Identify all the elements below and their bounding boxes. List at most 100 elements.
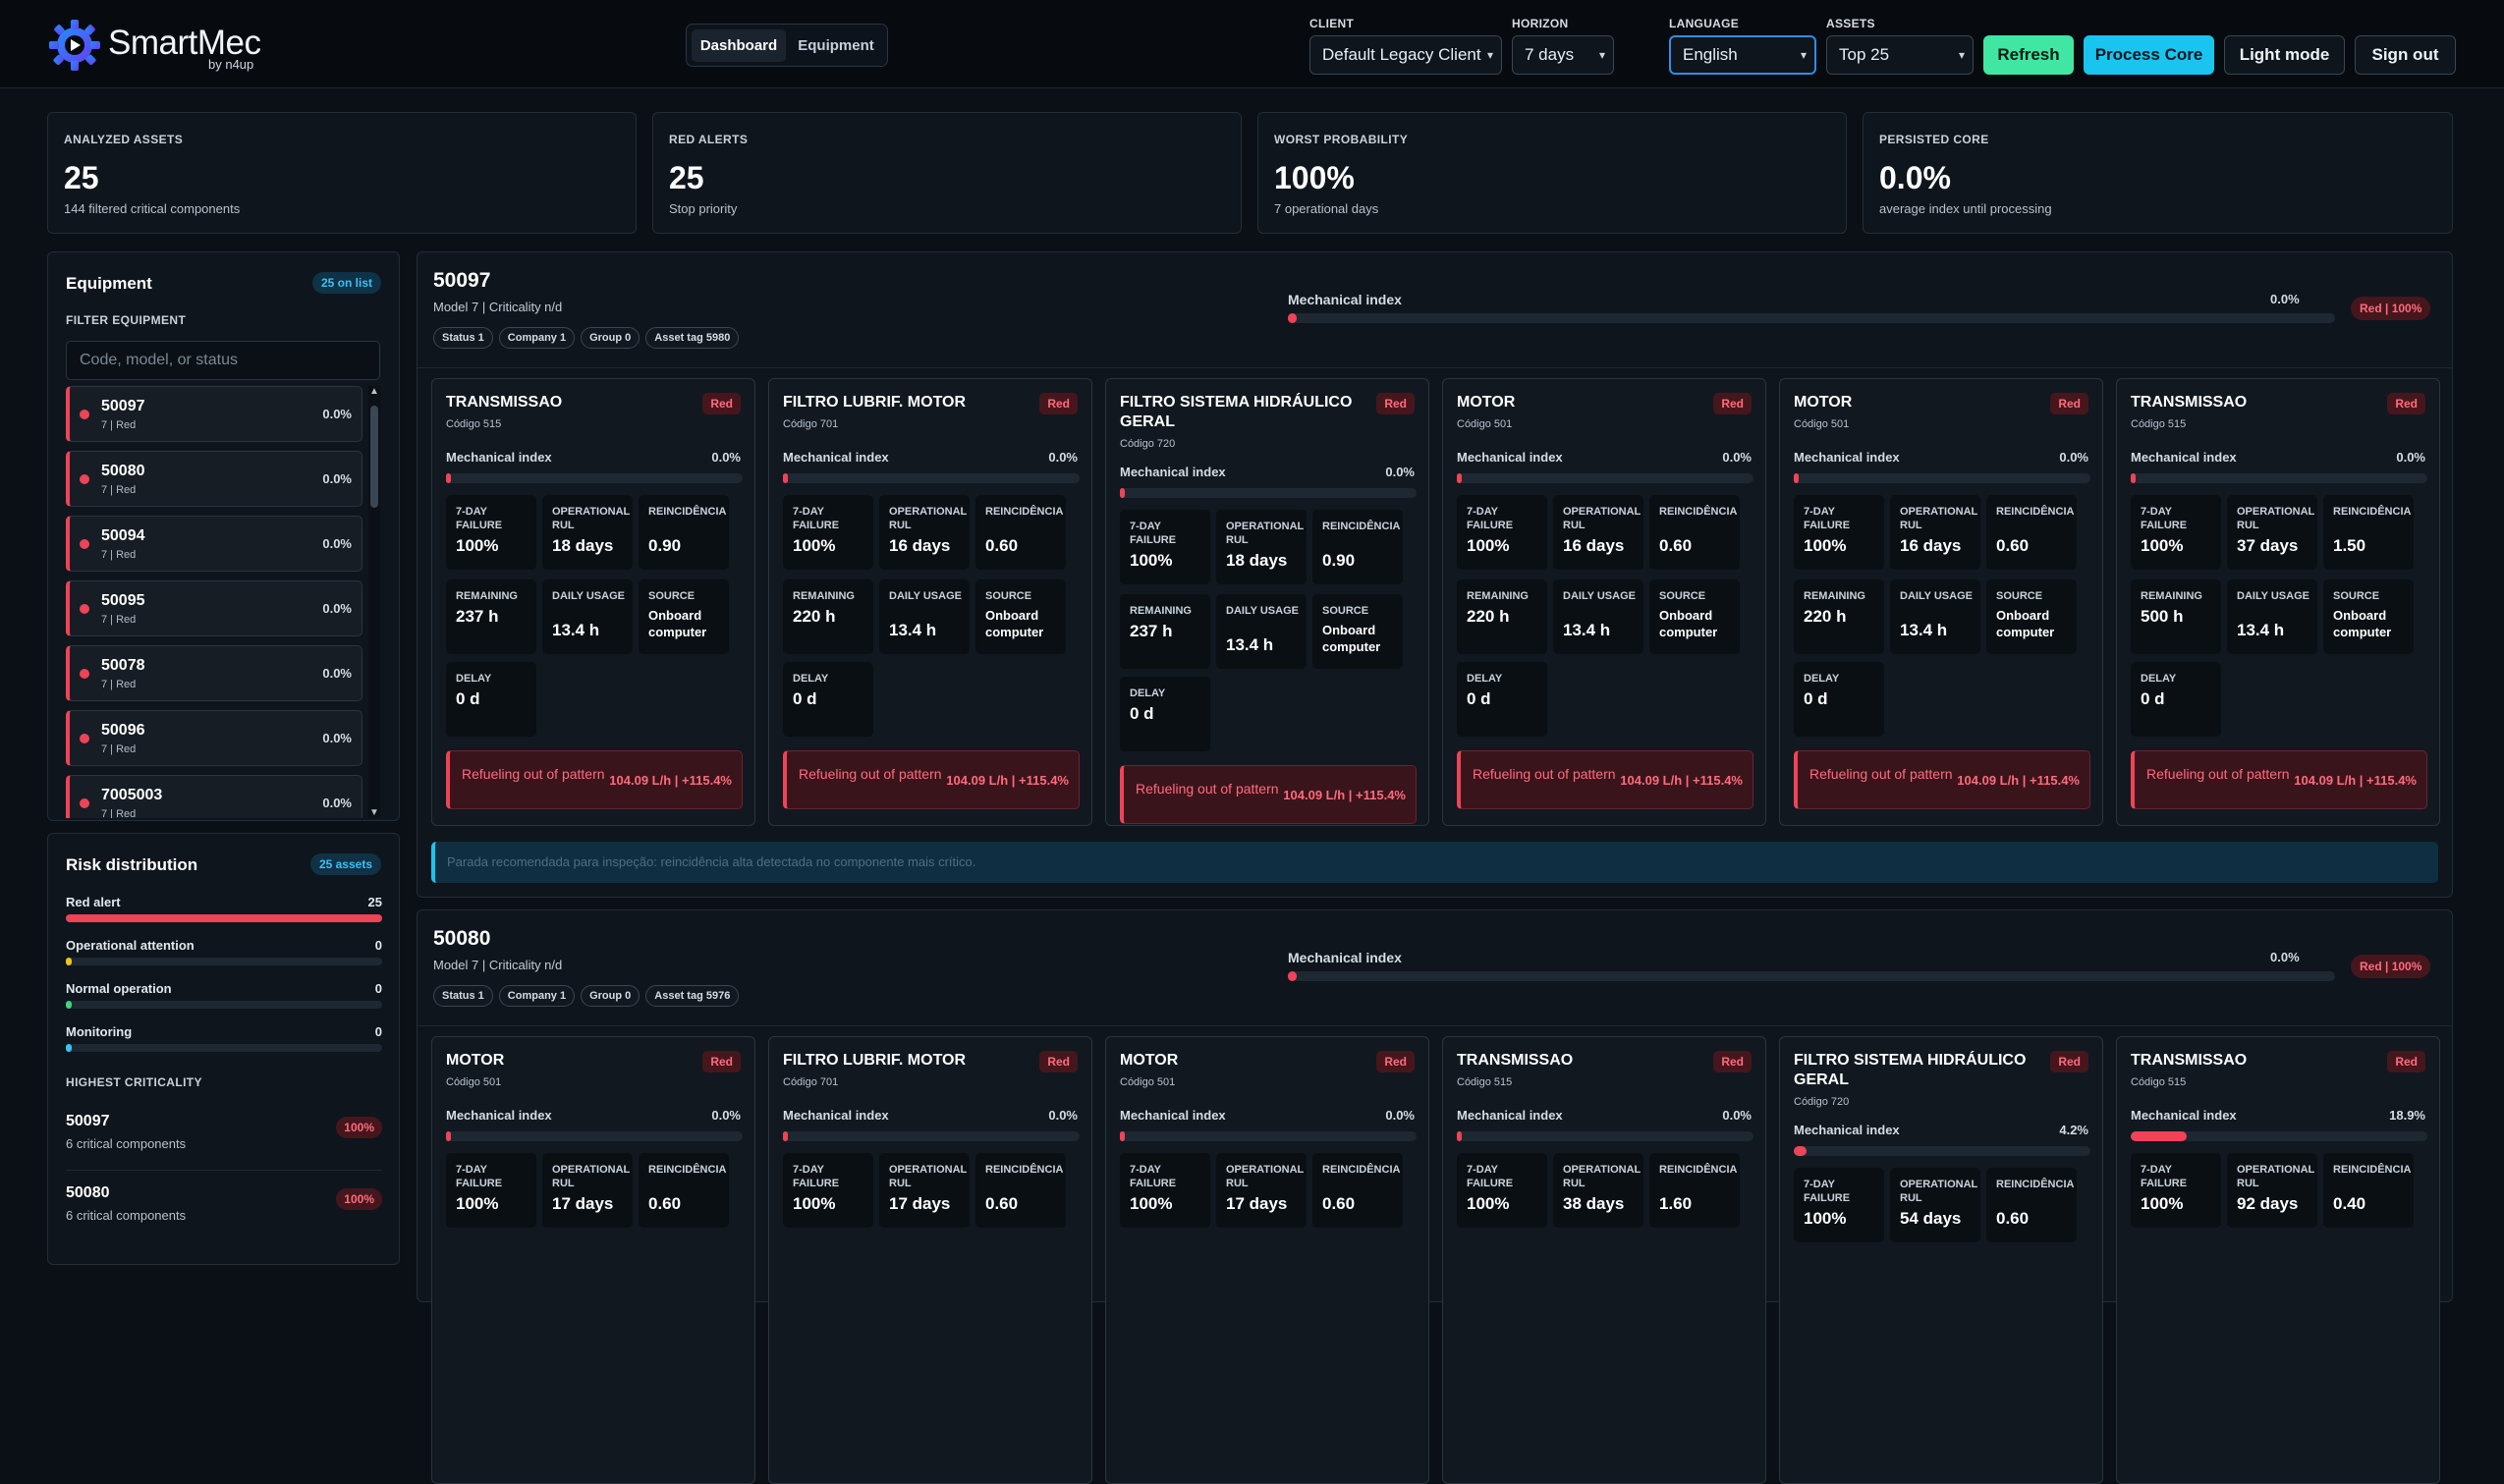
- mechanical-index-bar: [2131, 473, 2427, 483]
- component-card[interactable]: TRANSMISSAO Código 515 Red Mechanical index…: [2116, 1036, 2440, 1484]
- metric-label: REMAINING: [1804, 590, 1865, 602]
- equipment-list-item[interactable]: 50096 7 | Red 0.0%: [66, 710, 362, 766]
- metric-tile: OPERATIONAL RUL 38 days: [1553, 1153, 1643, 1228]
- mechanical-index-fill: [1288, 971, 1297, 981]
- component-card[interactable]: FILTRO LUBRIF. MOTOR Código 701 Red Mechani…: [768, 378, 1092, 826]
- component-code: Código 720: [1120, 438, 1176, 450]
- equipment-list-item[interactable]: 7005003 7 | Red 0.0%: [66, 775, 362, 818]
- metric-label: DELAY: [793, 673, 829, 685]
- kpi-subtitle: Stop priority: [669, 201, 738, 216]
- metric-label: DAILY USAGE: [1563, 590, 1636, 602]
- mechanical-index-value: 0.0%: [2270, 292, 2300, 306]
- alert-value: 104.09 L/h | +115.4%: [1283, 788, 1406, 802]
- asset-model: Model 7 | Criticality n/d: [433, 300, 563, 314]
- client-label: CLIENT: [1309, 17, 1355, 30]
- alert-banner[interactable]: Refueling out of pattern 104.09 L/h | +11…: [1794, 750, 2090, 809]
- component-card[interactable]: MOTOR Código 501 Red Mechanical index 0.0% 7-…: [1442, 378, 1766, 826]
- metric-value: 92 days: [2237, 1194, 2299, 1213]
- mechanical-index-value: 0.0%: [2059, 450, 2088, 465]
- component-card[interactable]: FILTRO LUBRIF. MOTOR Código 701 Red Mechani…: [768, 1036, 1092, 1484]
- metric-label: OPERATIONAL RUL: [1226, 521, 1305, 546]
- mechanical-index-value: 0.0%: [711, 450, 741, 465]
- metric-tile: OPERATIONAL RUL 17 days: [542, 1153, 633, 1228]
- component-card[interactable]: MOTOR Código 501 Red Mechanical index 0.0% 7-…: [1105, 1036, 1429, 1484]
- mechanical-index-bar: [1120, 488, 1417, 498]
- component-code: Código 701: [783, 1076, 839, 1088]
- mechanical-index-bar: [1288, 313, 2335, 323]
- metric-value: 100%: [1467, 1194, 1510, 1213]
- component-card[interactable]: FILTRO SISTEMA HIDRÁULICO GERAL Código 72…: [1105, 378, 1429, 826]
- alert-banner[interactable]: Refueling out of pattern 104.09 L/h | +11…: [783, 750, 1080, 809]
- scroll-up-icon[interactable]: ▲: [369, 386, 379, 397]
- mechanical-index-label: Mechanical index: [783, 450, 889, 465]
- metric-label: REINCIDÊNCIA: [2333, 506, 2412, 518]
- alert-banner[interactable]: Refueling out of pattern 104.09 L/h | +11…: [2131, 750, 2427, 809]
- metric-value: 17 days: [552, 1194, 614, 1213]
- criticality-item[interactable]: 50080 6 critical components 100%: [66, 1170, 382, 1238]
- light-mode-button[interactable]: Light mode: [2224, 35, 2345, 75]
- mechanical-index-label: Mechanical index: [1457, 450, 1563, 465]
- refresh-button[interactable]: Refresh: [1983, 35, 2074, 75]
- metric-tile: REINCIDÊNCIA 0.60: [639, 1153, 729, 1228]
- equipment-sub: 7 | Red: [101, 549, 137, 561]
- alert-banner[interactable]: Refueling out of pattern 104.09 L/h | +11…: [1457, 750, 1753, 809]
- mechanical-index-label: Mechanical index: [1794, 450, 1900, 465]
- asset-header[interactable]: 50080 Model 7 | Criticality n/d Status 1 Co…: [417, 910, 2452, 1026]
- process-core-button[interactable]: Process Core: [2084, 35, 2214, 75]
- risk-label: Monitoring: [66, 1024, 133, 1039]
- scroll-down-icon[interactable]: ▼: [369, 807, 379, 818]
- equipment-pct: 0.0%: [322, 666, 352, 681]
- component-card[interactable]: MOTOR Código 501 Red Mechanical index 0.0% 7-…: [1779, 378, 2103, 826]
- equipment-code: 50095: [101, 592, 145, 609]
- metric-label: SOURCE: [1659, 590, 1706, 602]
- component-card[interactable]: TRANSMISSAO Código 515 Red Mechanical index…: [2116, 378, 2440, 826]
- metric-tile: REINCIDÊNCIA 0.40: [2323, 1153, 2414, 1228]
- metric-value: 37 days: [2237, 536, 2299, 555]
- criticality-item[interactable]: 50097 6 critical components 100%: [66, 1099, 382, 1168]
- component-card[interactable]: TRANSMISSAO Código 515 Red Mechanical index…: [1442, 1036, 1766, 1484]
- horizon-select-value: 7 days: [1525, 45, 1575, 64]
- client-select[interactable]: Default Legacy Client ▾: [1309, 35, 1502, 75]
- equipment-list-item[interactable]: 50097 7 | Red 0.0%: [66, 386, 362, 442]
- component-code: Código 701: [783, 418, 839, 430]
- equipment-list-item[interactable]: 50095 7 | Red 0.0%: [66, 580, 362, 636]
- equipment-list-item[interactable]: 50078 7 | Red 0.0%: [66, 645, 362, 701]
- metric-tile: DELAY 0 d: [1794, 662, 1884, 737]
- tab-equipment[interactable]: Equipment: [798, 37, 874, 54]
- sign-out-button[interactable]: Sign out: [2355, 35, 2456, 75]
- metric-label: REINCIDÊNCIA: [985, 1164, 1064, 1176]
- brand-logo[interactable]: SmartMec by n4up: [47, 16, 283, 75]
- kpi-value: 0.0%: [1879, 160, 1951, 195]
- assets-select[interactable]: Top 25 ▾: [1826, 35, 1974, 75]
- asset-header[interactable]: 50097 Model 7 | Criticality n/d Status 1 Co…: [417, 252, 2452, 368]
- equipment-filter-input[interactable]: Code, model, or status: [66, 341, 380, 380]
- metric-tile: DELAY 0 d: [783, 662, 873, 737]
- horizon-select[interactable]: 7 days ▾: [1512, 35, 1614, 75]
- metric-value: 18 days: [1226, 551, 1288, 570]
- metric-tile: REINCIDÊNCIA 0.60: [1312, 1153, 1403, 1228]
- equipment-scrollbar[interactable]: ▲ ▼: [368, 386, 380, 818]
- equipment-list-item[interactable]: 50094 7 | Red 0.0%: [66, 516, 362, 572]
- tab-dashboard[interactable]: Dashboard: [692, 29, 786, 62]
- language-select[interactable]: English ▾: [1669, 35, 1816, 75]
- status-badge: Red: [1039, 393, 1078, 414]
- component-card[interactable]: MOTOR Código 501 Red Mechanical index 0.0% 7-…: [431, 1036, 755, 1484]
- metric-value: 0.60: [985, 1194, 1019, 1213]
- brand-name: SmartMec: [108, 24, 261, 62]
- mechanical-index-label: Mechanical index: [1794, 1123, 1900, 1137]
- component-card[interactable]: FILTRO SISTEMA HIDRÁULICO GERAL Código 72…: [1779, 1036, 2103, 1484]
- equipment-pct: 0.0%: [322, 471, 352, 486]
- metric-tile: REMAINING 237 h: [1120, 594, 1210, 669]
- scrollbar-thumb[interactable]: [370, 406, 378, 508]
- asset-tag: Status 1: [433, 985, 493, 1007]
- metric-value: 100%: [1804, 536, 1847, 555]
- mechanical-index-bar: [1288, 971, 2335, 981]
- component-card[interactable]: TRANSMISSAO Código 515 Red Mechanical index…: [431, 378, 755, 826]
- alert-banner[interactable]: Refueling out of pattern 104.09 L/h | +11…: [446, 750, 743, 809]
- filter-label: FILTER EQUIPMENT: [66, 313, 187, 327]
- status-badge: Red: [1713, 393, 1752, 414]
- alert-banner[interactable]: Refueling out of pattern 104.09 L/h | +11…: [1120, 765, 1417, 824]
- equipment-list-item[interactable]: 50080 7 | Red 0.0%: [66, 451, 362, 507]
- metric-value: 0.60: [1322, 1194, 1356, 1213]
- metric-label: DAILY USAGE: [889, 590, 962, 602]
